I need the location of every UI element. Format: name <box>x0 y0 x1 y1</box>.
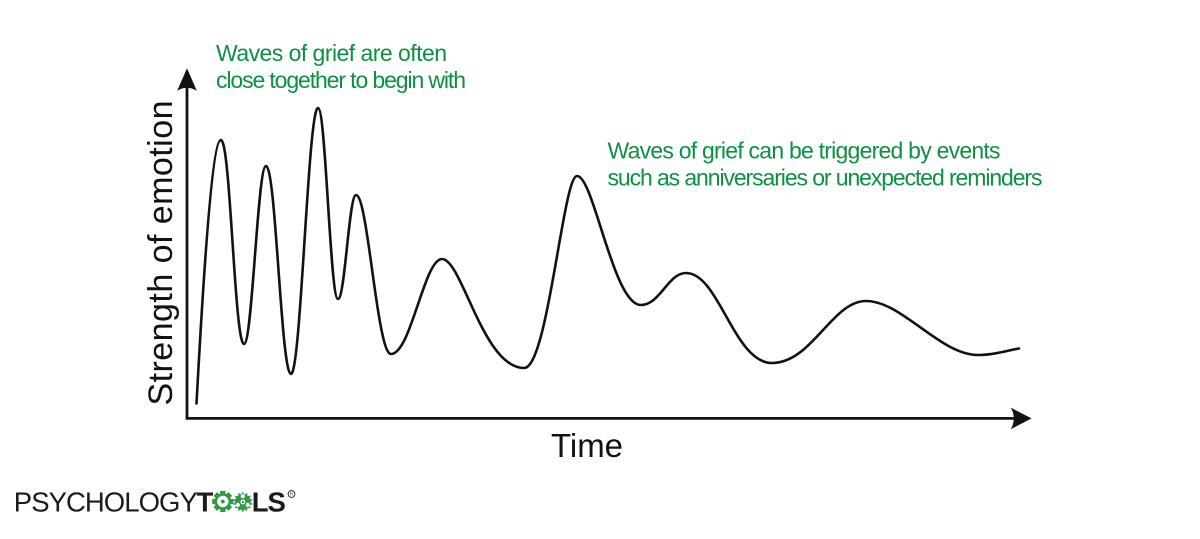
svg-text:PSYCHOLOGY: PSYCHOLOGY <box>14 487 198 518</box>
svg-text:close together to begin with: close together to begin with <box>216 67 466 93</box>
svg-text:such as anniversaries or unexp: such as anniversaries or unexpected remi… <box>608 165 1043 191</box>
svg-text:Waves of grief can be triggere: Waves of grief can be triggered by event… <box>608 138 1001 164</box>
svg-text:R: R <box>290 492 294 498</box>
svg-text:Time: Time <box>551 427 623 464</box>
svg-text:LS: LS <box>252 487 286 518</box>
svg-text:T: T <box>197 487 214 518</box>
svg-text:Strength of emotion: Strength of emotion <box>142 101 180 406</box>
svg-text:Waves of grief are often: Waves of grief are often <box>216 40 447 66</box>
